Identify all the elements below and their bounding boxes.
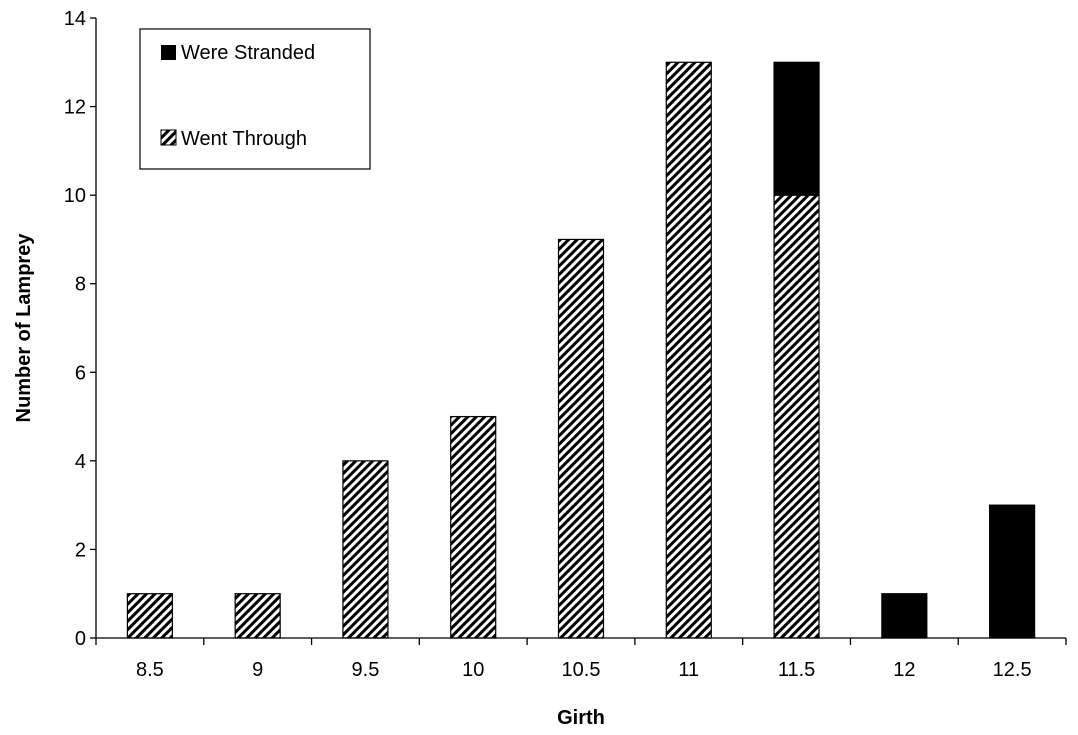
bars-layer	[126, 61, 1036, 639]
bar-were-stranded	[881, 593, 928, 639]
bar-went-through	[126, 593, 173, 639]
x-tick-label: 9.5	[352, 659, 380, 681]
x-ticks-layer: 8.5 9 9.5 10 10.5 11 11.5 12 12.5	[95, 638, 1067, 681]
legend: Were Stranded Went Through	[139, 28, 371, 170]
bar-were-stranded	[989, 504, 1036, 639]
y-tick-label: 4	[75, 451, 86, 473]
y-tick-label: 0	[75, 628, 86, 650]
bar-were-stranded	[773, 61, 820, 196]
y-tick-label: 10	[64, 185, 86, 207]
y-tick-label: 12	[64, 97, 86, 119]
legend-swatch-were-stranded	[161, 45, 176, 60]
y-tick-label: 2	[75, 539, 86, 561]
bar-went-through	[773, 194, 820, 639]
bar-went-through	[665, 61, 712, 639]
y-tick-label: 6	[75, 362, 86, 384]
x-tick-label: 8.5	[136, 659, 164, 681]
legend-label-went-through: Went Through	[181, 128, 307, 150]
x-tick-label: 9	[252, 659, 263, 681]
bar-went-through	[234, 593, 281, 639]
x-axis-title: Girth	[557, 707, 605, 729]
y-tick-label: 14	[64, 8, 86, 30]
bar-went-through	[557, 238, 605, 639]
x-tick-label: 10	[462, 659, 484, 681]
x-tick-label: 10.5	[562, 659, 601, 681]
y-tick-label: 8	[75, 274, 86, 296]
bar-went-through	[342, 460, 389, 639]
x-tick-label: 12	[893, 659, 915, 681]
y-ticks-layer: 0 2 4 6 8 10 12 14	[64, 8, 96, 650]
x-tick-label: 11	[678, 659, 699, 681]
x-tick-label: 12.5	[993, 659, 1032, 681]
y-axis-title: Number of Lamprey	[13, 233, 35, 423]
legend-box	[139, 28, 371, 170]
legend-label-were-stranded: Were Stranded	[181, 42, 315, 64]
legend-swatch-went-through	[160, 129, 177, 146]
bar-went-through	[450, 415, 497, 639]
x-tick-label: 11.5	[778, 659, 815, 681]
